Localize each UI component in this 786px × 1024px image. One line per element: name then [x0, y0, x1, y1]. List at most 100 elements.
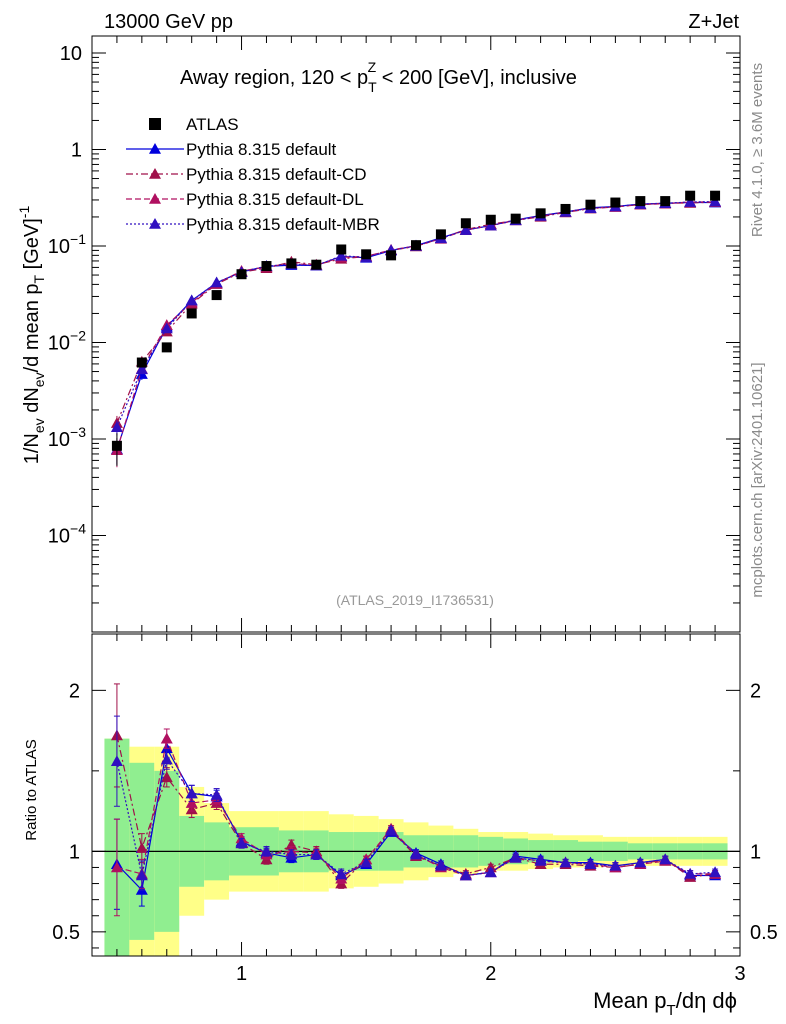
- ratio-tick-label: 2: [69, 680, 80, 702]
- ratio-point: [160, 753, 173, 765]
- data-point: [635, 196, 646, 207]
- main-panel: 10−4 10−3 10−2 10−1 1 10 Away region, 120 < p…: [16, 35, 741, 633]
- ratio-point: [260, 845, 273, 857]
- ratio-point: [484, 866, 497, 878]
- data-point: [211, 290, 222, 301]
- ratio-point: [634, 856, 647, 868]
- header-left: 13000 GeV pp: [104, 11, 233, 33]
- analysis-id: (ATLAS_2019_I1736531): [336, 592, 494, 608]
- ratio-point: [684, 867, 697, 879]
- data-point: [286, 258, 297, 269]
- data-point: [236, 269, 247, 280]
- ratio-point: [110, 861, 123, 873]
- data-point: [485, 214, 496, 225]
- y-axis-label: 1/Nev dNev/d mean pT [GeV]-1: [16, 206, 47, 465]
- header-right: Z+Jet: [688, 11, 739, 33]
- legend-marker-data: [149, 118, 161, 130]
- data-point: [510, 213, 521, 224]
- data-point: [585, 199, 596, 210]
- series-line: [116, 201, 716, 424]
- ratio-point: [135, 869, 148, 881]
- ratio-point: [235, 837, 248, 849]
- series-line: [116, 201, 716, 451]
- ratio-point: [160, 771, 173, 783]
- data-point: [386, 250, 397, 261]
- rivet-label: Rivet 4.1.0, ≥ 3.6M events: [749, 63, 766, 237]
- legend-label-data: ATLAS: [186, 115, 239, 134]
- data-point: [411, 240, 421, 251]
- data-point: [610, 197, 621, 208]
- ratio-point: [210, 789, 223, 800]
- data-point: [685, 190, 696, 201]
- data-point: [560, 203, 571, 214]
- y-tick-label: 10−1: [48, 231, 86, 258]
- y-tick-label: 10−3: [48, 424, 86, 451]
- ratio-tick-label: 1: [69, 841, 80, 863]
- y-tick-label: 10−2: [48, 327, 86, 354]
- legend: ATLAS Pythia 8.315 default Pythia 8.315 de…: [126, 115, 380, 234]
- ratio-point: [335, 867, 348, 879]
- ratio-tick-label: 0.5: [750, 922, 778, 944]
- data-point: [136, 357, 147, 368]
- data-point: [710, 190, 721, 201]
- series-point: [160, 322, 173, 334]
- x-axis-label: Mean pT/dη dϕ: [593, 988, 737, 1019]
- data-point: [460, 218, 471, 229]
- x-tick-label: 1: [236, 963, 247, 985]
- ratio-point: [110, 755, 123, 766]
- plot-title: Away region, 120 < pTZ < 200 [GeV], incl…: [180, 59, 577, 95]
- ratio-point: [659, 853, 672, 865]
- ratio-point: [534, 855, 547, 866]
- series-point: [709, 195, 722, 207]
- data-point: [361, 249, 372, 260]
- ratio-point: [385, 824, 398, 836]
- data-point: [435, 229, 446, 240]
- series-point: [185, 294, 198, 306]
- ratio-tick-label: 0.5: [52, 922, 80, 944]
- legend-marker: [149, 143, 161, 154]
- data-point: [311, 259, 322, 270]
- legend-label: Pythia 8.315 default-DL: [186, 190, 364, 209]
- ratio-point: [135, 842, 148, 853]
- ratio-point: [410, 848, 422, 860]
- ratio-point: [185, 797, 198, 808]
- mcplots-label: mcplots.cern.ch [arXiv:2401.10621]: [749, 362, 766, 597]
- legend-marker: [149, 168, 161, 179]
- ratio-point: [459, 869, 472, 881]
- legend-label: Pythia 8.315 default-MBR: [186, 215, 380, 234]
- series-point: [484, 219, 497, 231]
- ratio-tick-label: 1: [750, 841, 761, 863]
- data-point: [336, 244, 347, 255]
- data-point: [261, 261, 272, 272]
- x-tick-label: 3: [734, 963, 745, 985]
- series-line: [116, 200, 716, 428]
- series-point: [459, 224, 472, 235]
- series-point: [684, 196, 697, 207]
- y-tick-label: 1: [71, 139, 82, 161]
- legend-marker: [149, 218, 161, 229]
- legend-label: Pythia 8.315 default: [186, 140, 337, 159]
- ratio-point: [360, 856, 373, 868]
- series-point: [335, 249, 348, 261]
- ratio-point: [584, 858, 597, 870]
- ratio-point: [609, 859, 622, 871]
- data-point: [660, 196, 671, 207]
- ratio-point: [509, 851, 522, 863]
- ratio-axis-label: Ratio to ATLAS: [23, 739, 40, 840]
- series-point: [210, 276, 223, 288]
- data-point: [535, 208, 546, 219]
- ratio-point: [185, 787, 198, 799]
- ratio-point: [559, 856, 572, 868]
- data-point: [111, 440, 122, 451]
- ratio-point: [285, 848, 298, 860]
- ratio-point: [310, 848, 323, 860]
- y-tick-label: 10: [60, 43, 82, 65]
- ratio-tick-label: 2: [750, 680, 761, 702]
- ratio-panel: 1 2 30.5 0.51 12 2 Ratio to ATLAS Mean pT/dη …: [23, 633, 778, 1019]
- legend-label: Pythia 8.315 default-CD: [186, 165, 367, 184]
- legend-marker: [149, 193, 161, 204]
- ratio-point: [434, 859, 447, 871]
- ratio-point: [709, 866, 722, 878]
- data-point: [161, 342, 172, 353]
